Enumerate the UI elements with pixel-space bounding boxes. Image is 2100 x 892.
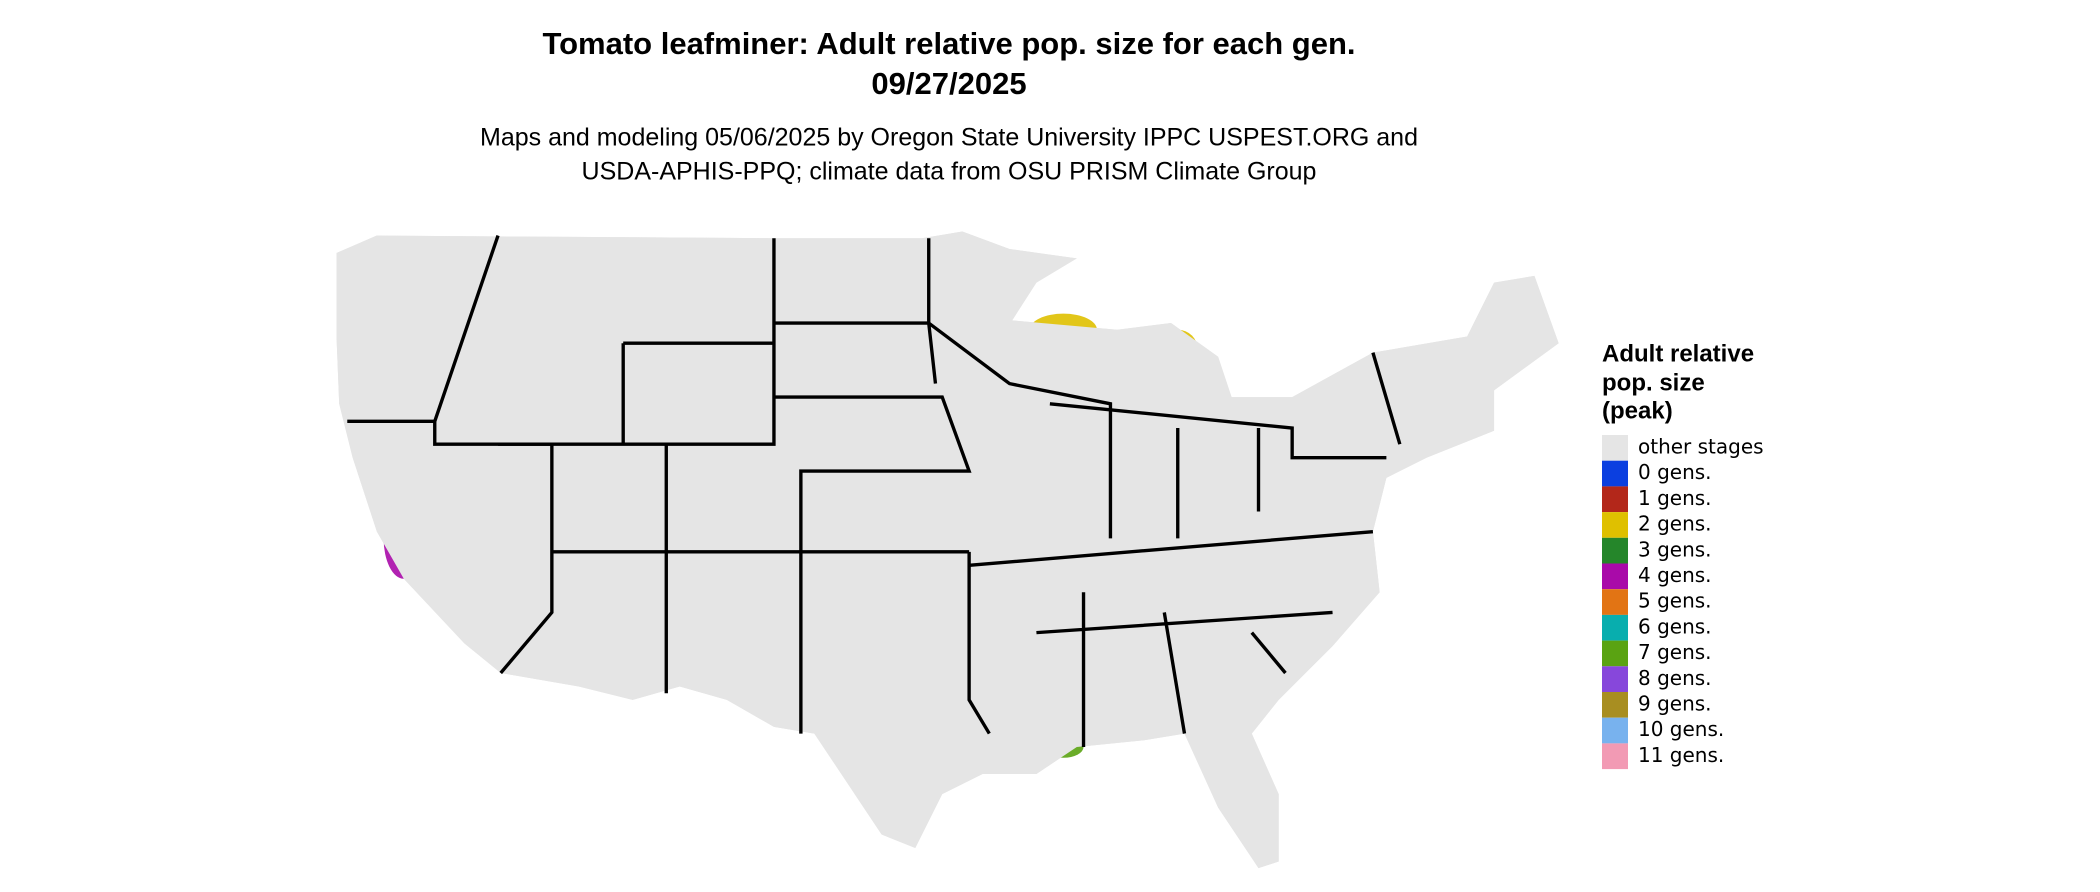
legend-swatch <box>1602 537 1628 564</box>
legend-label: 7 gens. <box>1638 640 1712 664</box>
legend-swatch <box>1602 589 1628 615</box>
legend-label: 2 gens. <box>1638 512 1712 536</box>
legend-title: pop. size <box>1602 369 1705 396</box>
legend-label: 11 gens. <box>1638 743 1724 767</box>
legend-label: 4 gens. <box>1638 563 1712 587</box>
legend-swatch <box>1602 743 1628 770</box>
legend-label: 6 gens. <box>1638 614 1712 638</box>
legend-label: other stages <box>1638 435 1764 459</box>
legend-label: 0 gens. <box>1638 460 1712 484</box>
legend-label: 1 gens. <box>1638 486 1712 510</box>
legend-label: 8 gens. <box>1638 666 1712 690</box>
subtitle: USDA-APHIS-PPQ; climate data from OSU PR… <box>582 158 1317 186</box>
legend-swatch <box>1602 717 1628 744</box>
legend-swatch <box>1602 435 1628 461</box>
legend-label: 10 gens. <box>1638 717 1724 741</box>
legend-swatch <box>1602 512 1628 538</box>
us-map <box>337 232 1559 869</box>
legend-swatch <box>1602 640 1628 667</box>
legend-label: 5 gens. <box>1638 589 1712 613</box>
legend-label: 3 gens. <box>1638 537 1712 561</box>
legend-title: (peak) <box>1602 397 1673 424</box>
legend-swatch <box>1602 692 1628 718</box>
state-borders <box>347 235 1402 748</box>
subtitle: Maps and modeling 05/06/2025 by Oregon S… <box>480 124 1418 152</box>
outline-border <box>337 232 1559 869</box>
legend-swatch <box>1602 563 1628 590</box>
title-date: 09/27/2025 <box>871 66 1026 101</box>
legend-label: 9 gens. <box>1638 692 1712 716</box>
legend-swatch <box>1602 460 1628 487</box>
legend-swatch <box>1602 614 1628 641</box>
legend-title: Adult relative <box>1602 340 1754 367</box>
title: Tomato leafminer: Adult relative pop. si… <box>542 26 1355 61</box>
legend-swatch <box>1602 666 1628 692</box>
legend-swatch <box>1602 486 1628 513</box>
